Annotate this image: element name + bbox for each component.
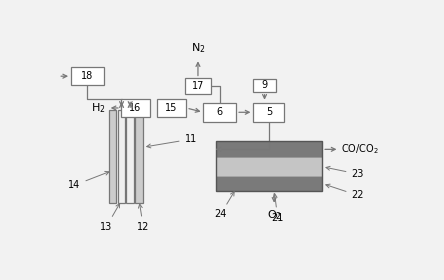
Text: 24: 24 bbox=[214, 192, 234, 219]
Text: 16: 16 bbox=[129, 103, 142, 113]
Text: 12: 12 bbox=[137, 204, 150, 232]
Text: O$_2$: O$_2$ bbox=[267, 208, 281, 221]
Bar bbox=[203, 102, 236, 122]
Bar bbox=[135, 110, 143, 203]
Bar bbox=[254, 79, 276, 92]
Bar bbox=[127, 110, 134, 203]
Text: 13: 13 bbox=[100, 204, 119, 232]
Text: 11: 11 bbox=[147, 134, 197, 148]
Text: 22: 22 bbox=[326, 184, 364, 200]
Bar bbox=[109, 110, 116, 203]
Text: 14: 14 bbox=[68, 171, 109, 190]
Text: 23: 23 bbox=[326, 166, 364, 179]
Text: 15: 15 bbox=[166, 103, 178, 113]
Text: N$_2$: N$_2$ bbox=[190, 41, 205, 55]
Text: 21: 21 bbox=[271, 194, 284, 223]
Text: 17: 17 bbox=[192, 81, 204, 91]
Bar bbox=[254, 102, 284, 122]
Bar bbox=[215, 157, 322, 176]
Bar bbox=[157, 99, 186, 116]
Text: CO/CO$_2$: CO/CO$_2$ bbox=[341, 143, 379, 156]
Bar bbox=[215, 141, 322, 191]
Text: 5: 5 bbox=[266, 107, 272, 117]
Text: 9: 9 bbox=[262, 80, 268, 90]
Text: H$_2$: H$_2$ bbox=[91, 101, 106, 115]
Bar bbox=[215, 176, 322, 191]
Text: 18: 18 bbox=[81, 71, 93, 81]
Bar bbox=[215, 141, 322, 157]
Bar bbox=[185, 78, 211, 94]
Bar bbox=[118, 110, 125, 203]
Bar bbox=[71, 67, 104, 85]
Bar bbox=[121, 99, 150, 116]
Text: 6: 6 bbox=[217, 107, 223, 117]
